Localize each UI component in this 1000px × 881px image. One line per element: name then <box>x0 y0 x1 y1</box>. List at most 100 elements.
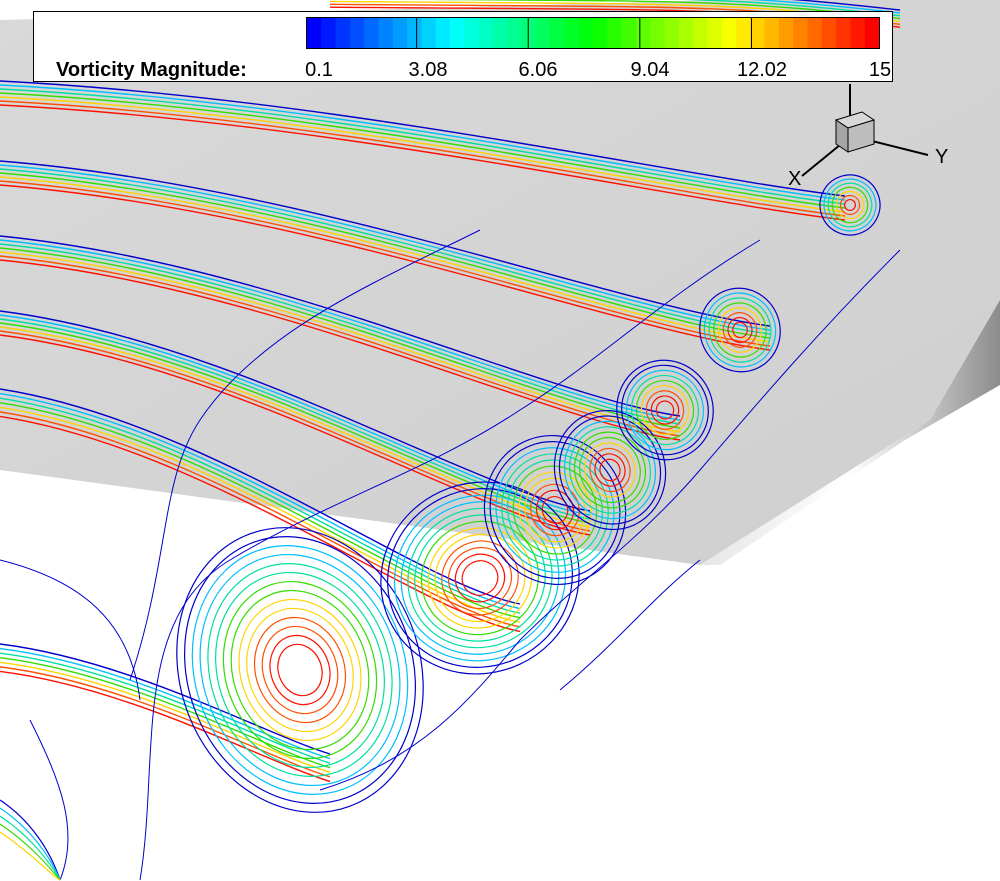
legend-color-swatch <box>778 18 794 48</box>
axis-x-label: X <box>788 168 802 190</box>
vortex-core-contour <box>199 553 401 787</box>
legend-tick-label: 6.06 <box>518 59 558 81</box>
wake-sheet-contour <box>0 823 61 881</box>
vortex-core-contour <box>215 571 385 769</box>
vortex-core-contour <box>400 501 560 655</box>
legend-color-swatch <box>578 18 594 48</box>
vortex-core-contour <box>553 409 667 531</box>
wake-sheet-contour <box>0 799 61 881</box>
legend-tick-label: 9.04 <box>630 59 670 81</box>
vortex-core-contour <box>727 316 753 344</box>
wake-sheet-contour <box>0 80 846 197</box>
vortex-core-contour <box>631 374 699 446</box>
wake-sheet-contour <box>0 259 681 441</box>
legend-color-swatch <box>764 18 780 48</box>
legend-color-swatch <box>650 18 665 48</box>
wake-sheet-contour <box>0 243 681 425</box>
vortex-core-contour <box>699 287 781 373</box>
vortex-core-contour <box>184 536 416 804</box>
legend-color-swatch <box>750 18 766 48</box>
vortex-core-contour <box>230 589 370 751</box>
vortex-core-contour <box>387 488 573 668</box>
legend-color-swatch <box>321 18 337 48</box>
vortex-core-contour <box>483 434 627 586</box>
outer-iso-line <box>559 559 701 691</box>
wake-sheet-contour <box>0 388 521 605</box>
legend-color-swatch <box>435 18 451 48</box>
legend-color-swatch <box>421 18 437 48</box>
wake-sheet-contour <box>0 172 771 339</box>
wake-sheet-contour <box>0 807 61 881</box>
vortex-core-contour <box>599 458 621 482</box>
vortex-core-contour <box>380 481 580 675</box>
legend-color-swatch <box>450 18 465 48</box>
vortex-core-contour <box>574 431 646 509</box>
legend-color-swatch <box>607 18 623 48</box>
outer-iso-line <box>0 559 141 701</box>
vortex-core-contour <box>594 453 626 487</box>
vortex-core-contour <box>277 643 323 697</box>
wake-sheet-contour <box>0 670 331 783</box>
legend-tick-label: 0.1 <box>305 59 333 81</box>
legend-color-swatch <box>464 18 480 48</box>
wake-sheet-contour <box>0 657 331 769</box>
wake-sheet-contour <box>0 96 846 213</box>
vortex-core-contour <box>489 441 621 579</box>
legend-color-swatch <box>707 18 723 48</box>
wake-sheet-contour <box>680 0 901 17</box>
wake-sheet-contour <box>0 402 521 619</box>
wake-sheet-contour <box>0 411 521 628</box>
wake-sheet-contour <box>0 239 681 421</box>
vortex-core-contour <box>732 321 748 339</box>
axis-y-label: Y <box>935 146 949 168</box>
vortex-core-contour <box>584 442 636 498</box>
vortex-core-contour <box>207 563 393 777</box>
legend-color-swatch <box>535 18 551 48</box>
wake-sheet-contour <box>0 322 591 524</box>
vortex-core-contour <box>835 190 865 220</box>
vortex-core-contour <box>563 420 657 520</box>
wake-sheet-contour <box>0 652 331 764</box>
legend-color-swatch <box>478 18 494 48</box>
legend-tick-label: 3.08 <box>408 59 448 81</box>
legend-color-swatch <box>678 18 694 48</box>
vortex-core-contour <box>703 292 777 368</box>
wake-sheet-contour <box>0 84 846 201</box>
vortex-core-contour <box>269 634 331 706</box>
legend-color-swatch <box>821 18 837 48</box>
vortex-core-contour <box>839 194 861 216</box>
vortex-core-contour <box>626 369 704 451</box>
outer-iso-line <box>129 229 481 681</box>
legend-color-swatch <box>836 18 851 48</box>
wake-sheet-contour <box>749 0 901 14</box>
vortex-core-contour <box>589 447 631 493</box>
legend-color-swatch <box>564 18 580 48</box>
legend-color-swatch <box>335 18 351 48</box>
wake-sheet-contour <box>0 184 771 351</box>
vortex-core-contour <box>827 182 873 228</box>
legend-color-swatch <box>621 18 637 48</box>
legend-title: Vorticity Magnitude: <box>56 59 247 81</box>
legend-color-swatch <box>693 18 708 48</box>
vortex-core-contour <box>655 400 675 420</box>
vortex-core-contour <box>708 297 772 363</box>
vortex-core-contour <box>635 380 695 440</box>
vortex-core-contour <box>831 186 869 224</box>
wake-sheet-contour <box>0 176 771 343</box>
wake-sheet-contour <box>0 831 61 881</box>
wake-sheet-contour <box>0 160 771 327</box>
outer-iso-line <box>319 249 901 791</box>
axis-cube-side <box>847 119 875 153</box>
color-legend: Vorticity Magnitude: 0.1 3.08 6.06 9.04 … <box>33 11 893 82</box>
vortex-core-contour <box>495 447 615 573</box>
vortex-core-contour <box>722 312 758 348</box>
wake-sheet-contour <box>0 314 591 516</box>
wake-sheet-contour <box>0 104 846 221</box>
wake-sheet-contour <box>0 100 846 217</box>
wake-sheet-contour <box>0 397 521 614</box>
vortex-core-contour <box>238 598 362 742</box>
legend-color-swatch <box>364 18 379 48</box>
legend-color-swatch <box>635 18 651 48</box>
vortex-core-contour <box>253 616 347 724</box>
legend-color-swatch <box>593 18 608 48</box>
